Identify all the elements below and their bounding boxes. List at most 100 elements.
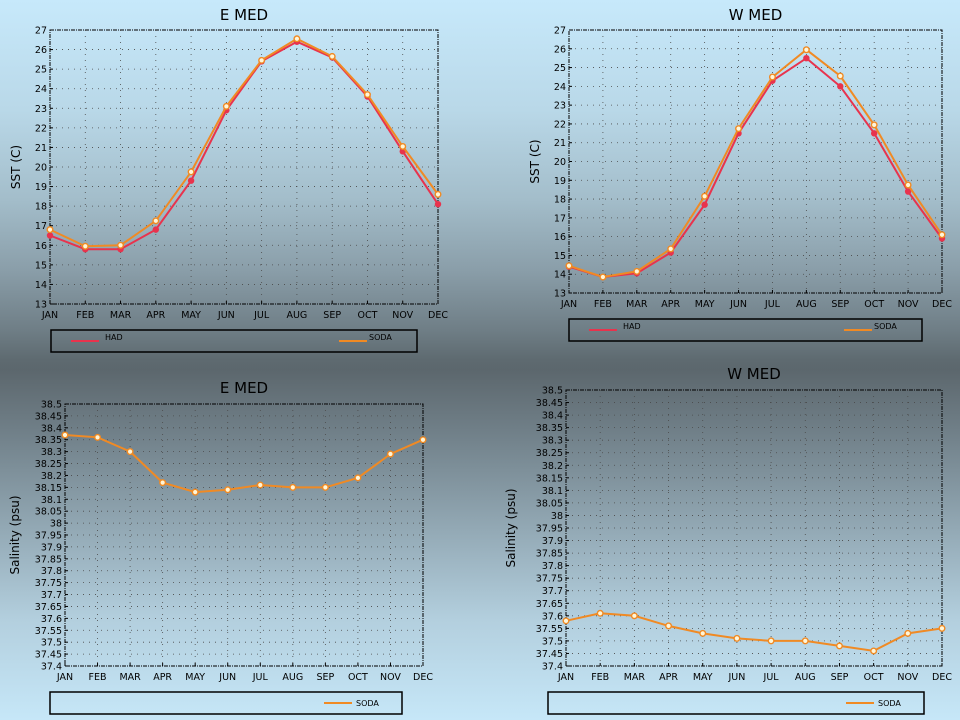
x-tick-label: MAR: [626, 299, 648, 310]
data-point-soda: [434, 190, 442, 198]
y-tick-label: 37.5: [41, 638, 62, 649]
x-tick-label: JUL: [764, 299, 781, 310]
data-point-had: [152, 226, 160, 233]
data-point-had: [803, 54, 810, 62]
y-tick-label: 21: [554, 138, 566, 149]
legend-label-soda: SODA: [369, 333, 392, 342]
x-tick-label: APR: [153, 672, 172, 683]
x-tick-label: APR: [659, 672, 678, 683]
data-point-soda: [630, 612, 638, 620]
x-tick-label: JAN: [56, 672, 73, 683]
y-tick-label: 24: [35, 84, 47, 95]
x-tick-label: DEC: [428, 310, 448, 321]
x-tick-label: JUL: [253, 310, 270, 321]
y-tick-label: 38.4: [41, 423, 62, 434]
legend-label-soda: SODA: [356, 699, 379, 708]
y-tick-label: 24: [554, 82, 566, 93]
y-tick-label: 37.6: [41, 614, 62, 625]
data-point-soda: [938, 231, 946, 239]
data-point-soda: [768, 73, 776, 81]
y-tick-label: 38.5: [542, 386, 563, 397]
x-tick-label: MAY: [181, 310, 201, 321]
y-axis-label: Salinity (psu): [8, 495, 22, 574]
data-point-soda: [354, 474, 362, 482]
y-tick-label: 18: [554, 195, 566, 206]
data-point-soda: [61, 431, 69, 439]
y-tick-label: 27: [554, 26, 566, 37]
y-tick-label: 37.4: [41, 662, 62, 673]
chart-title: W MED: [727, 365, 781, 383]
x-tick-label: JAN: [560, 299, 577, 310]
data-point-soda: [159, 479, 167, 487]
y-tick-label: 17: [35, 221, 47, 232]
w-med-salinity-chart: 37.4 37.45 37.537.55 37.637.65 37.737.75 37.8…: [504, 365, 952, 715]
data-point-soda: [801, 637, 809, 645]
y-tick-label: 17: [554, 213, 566, 224]
chart-title: E MED: [220, 379, 268, 397]
y-tick-label: 20: [35, 163, 47, 174]
data-point-soda: [328, 52, 336, 60]
data-point-soda: [258, 56, 266, 64]
x-tick-label: SEP: [316, 672, 334, 683]
data-point-soda: [599, 273, 607, 281]
data-point-soda: [699, 629, 707, 637]
y-tick-label: 38.45: [536, 398, 563, 409]
data-point-soda: [733, 634, 741, 642]
data-point-soda: [363, 91, 371, 99]
y-tick-label: 37.55: [536, 624, 563, 635]
y-tick-label: 37.6: [542, 611, 563, 622]
y-tick-label: 25: [554, 63, 566, 74]
plot-frame: [64, 403, 424, 667]
y-tick-label: 13: [35, 300, 47, 311]
y-tick-label: 15: [35, 260, 47, 271]
x-tick-label: JUL: [763, 672, 780, 683]
series-line-soda: [568, 48, 943, 279]
data-point-soda: [191, 488, 199, 496]
data-point-soda: [399, 142, 407, 150]
x-tick-label: MAR: [624, 672, 646, 683]
y-tick-label: 14: [35, 280, 47, 291]
x-tick-label: JUN: [727, 672, 745, 683]
y-tick-label: 38.2: [542, 461, 563, 472]
y-tick-label: 38: [50, 519, 62, 530]
y-tick-label: 19: [35, 182, 47, 193]
x-tick-label: OCT: [348, 672, 368, 683]
y-tick-label: 27: [35, 26, 47, 37]
y-tick-label: 38.3: [41, 447, 62, 458]
y-tick-label: 20: [554, 157, 566, 168]
data-point-soda: [152, 217, 160, 225]
x-tick-label: DEC: [413, 672, 433, 683]
legend: HAD SODA: [50, 329, 418, 353]
data-point-had: [904, 188, 912, 195]
y-tick-label: 38.35: [35, 435, 62, 446]
data-point-soda: [938, 624, 946, 632]
y-axis-label: SST (C): [9, 145, 23, 189]
y-axis-label: Salinity (psu): [504, 488, 518, 567]
y-tick-label: 37.95: [536, 524, 563, 535]
y-tick-label: 37.95: [35, 531, 62, 542]
y-tick-label: 22: [554, 119, 566, 130]
x-tick-label: AUG: [286, 310, 307, 321]
y-tick-label: 38.4: [542, 411, 563, 422]
y-axis-label: SST (C): [528, 139, 542, 183]
y-tick-label: 37.85: [35, 554, 62, 565]
data-point-soda: [904, 629, 912, 637]
y-tick-label: 38.1: [41, 495, 62, 506]
x-tick-label: AUG: [795, 672, 816, 683]
plot-frame: [49, 29, 439, 305]
x-tick-label: JAN: [41, 310, 58, 321]
legend-box: [50, 329, 418, 353]
y-tick-label: 37.8: [41, 566, 62, 577]
data-point-soda: [835, 642, 843, 650]
data-point-soda: [224, 486, 232, 494]
legend-box: [547, 691, 925, 715]
plot-frame: [565, 389, 943, 667]
legend-label-soda: SODA: [878, 699, 901, 708]
series-line-soda: [64, 434, 424, 494]
y-tick-label: 38.35: [536, 423, 563, 434]
x-tick-label: APR: [661, 299, 680, 310]
x-tick-label: FEB: [89, 672, 107, 683]
chart-title: E MED: [220, 6, 268, 24]
y-tick-label: 37.55: [35, 626, 62, 637]
x-tick-label: NOV: [898, 299, 919, 310]
